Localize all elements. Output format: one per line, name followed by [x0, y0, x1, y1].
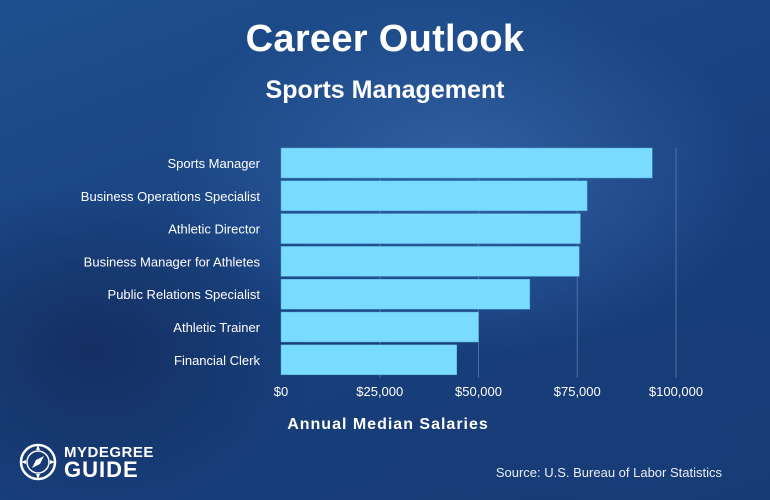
x-tick-label: $0: [274, 384, 288, 399]
x-tick-label: $50,000: [455, 384, 502, 399]
source-note: Source: U.S. Bureau of Labor Statistics: [495, 465, 722, 480]
bar: [280, 246, 580, 277]
category-label: Sports Manager: [168, 156, 261, 171]
x-tick-label: $100,000: [649, 384, 703, 399]
category-label: Business Operations Specialist: [81, 189, 261, 204]
bar: [280, 180, 588, 212]
brand-logo: MYDEGREE GUIDE: [18, 440, 153, 484]
chart-subtitle: Sports Management: [265, 76, 505, 104]
x-tick-label: $25,000: [356, 384, 403, 399]
logo-text-top: MYDEGREE: [64, 444, 154, 461]
bar: [280, 344, 458, 376]
compass-icon: [19, 443, 57, 481]
bar: [280, 311, 479, 343]
category-label: Business Manager for Athletes: [84, 254, 261, 269]
logo-text-bottom: GUIDE: [64, 457, 139, 482]
category-label: Public Relations Specialist: [108, 287, 261, 302]
x-axis-label: Annual Median Salaries: [287, 416, 489, 433]
category-label: Financial Clerk: [174, 353, 260, 368]
chart-title: Career Outlook: [245, 18, 525, 60]
category-label: Athletic Trainer: [173, 320, 260, 335]
x-tick-label: $75,000: [554, 384, 601, 399]
bar: [280, 147, 653, 179]
bar: [280, 213, 581, 244]
category-label: Athletic Director: [168, 222, 260, 237]
bar: [280, 278, 531, 310]
